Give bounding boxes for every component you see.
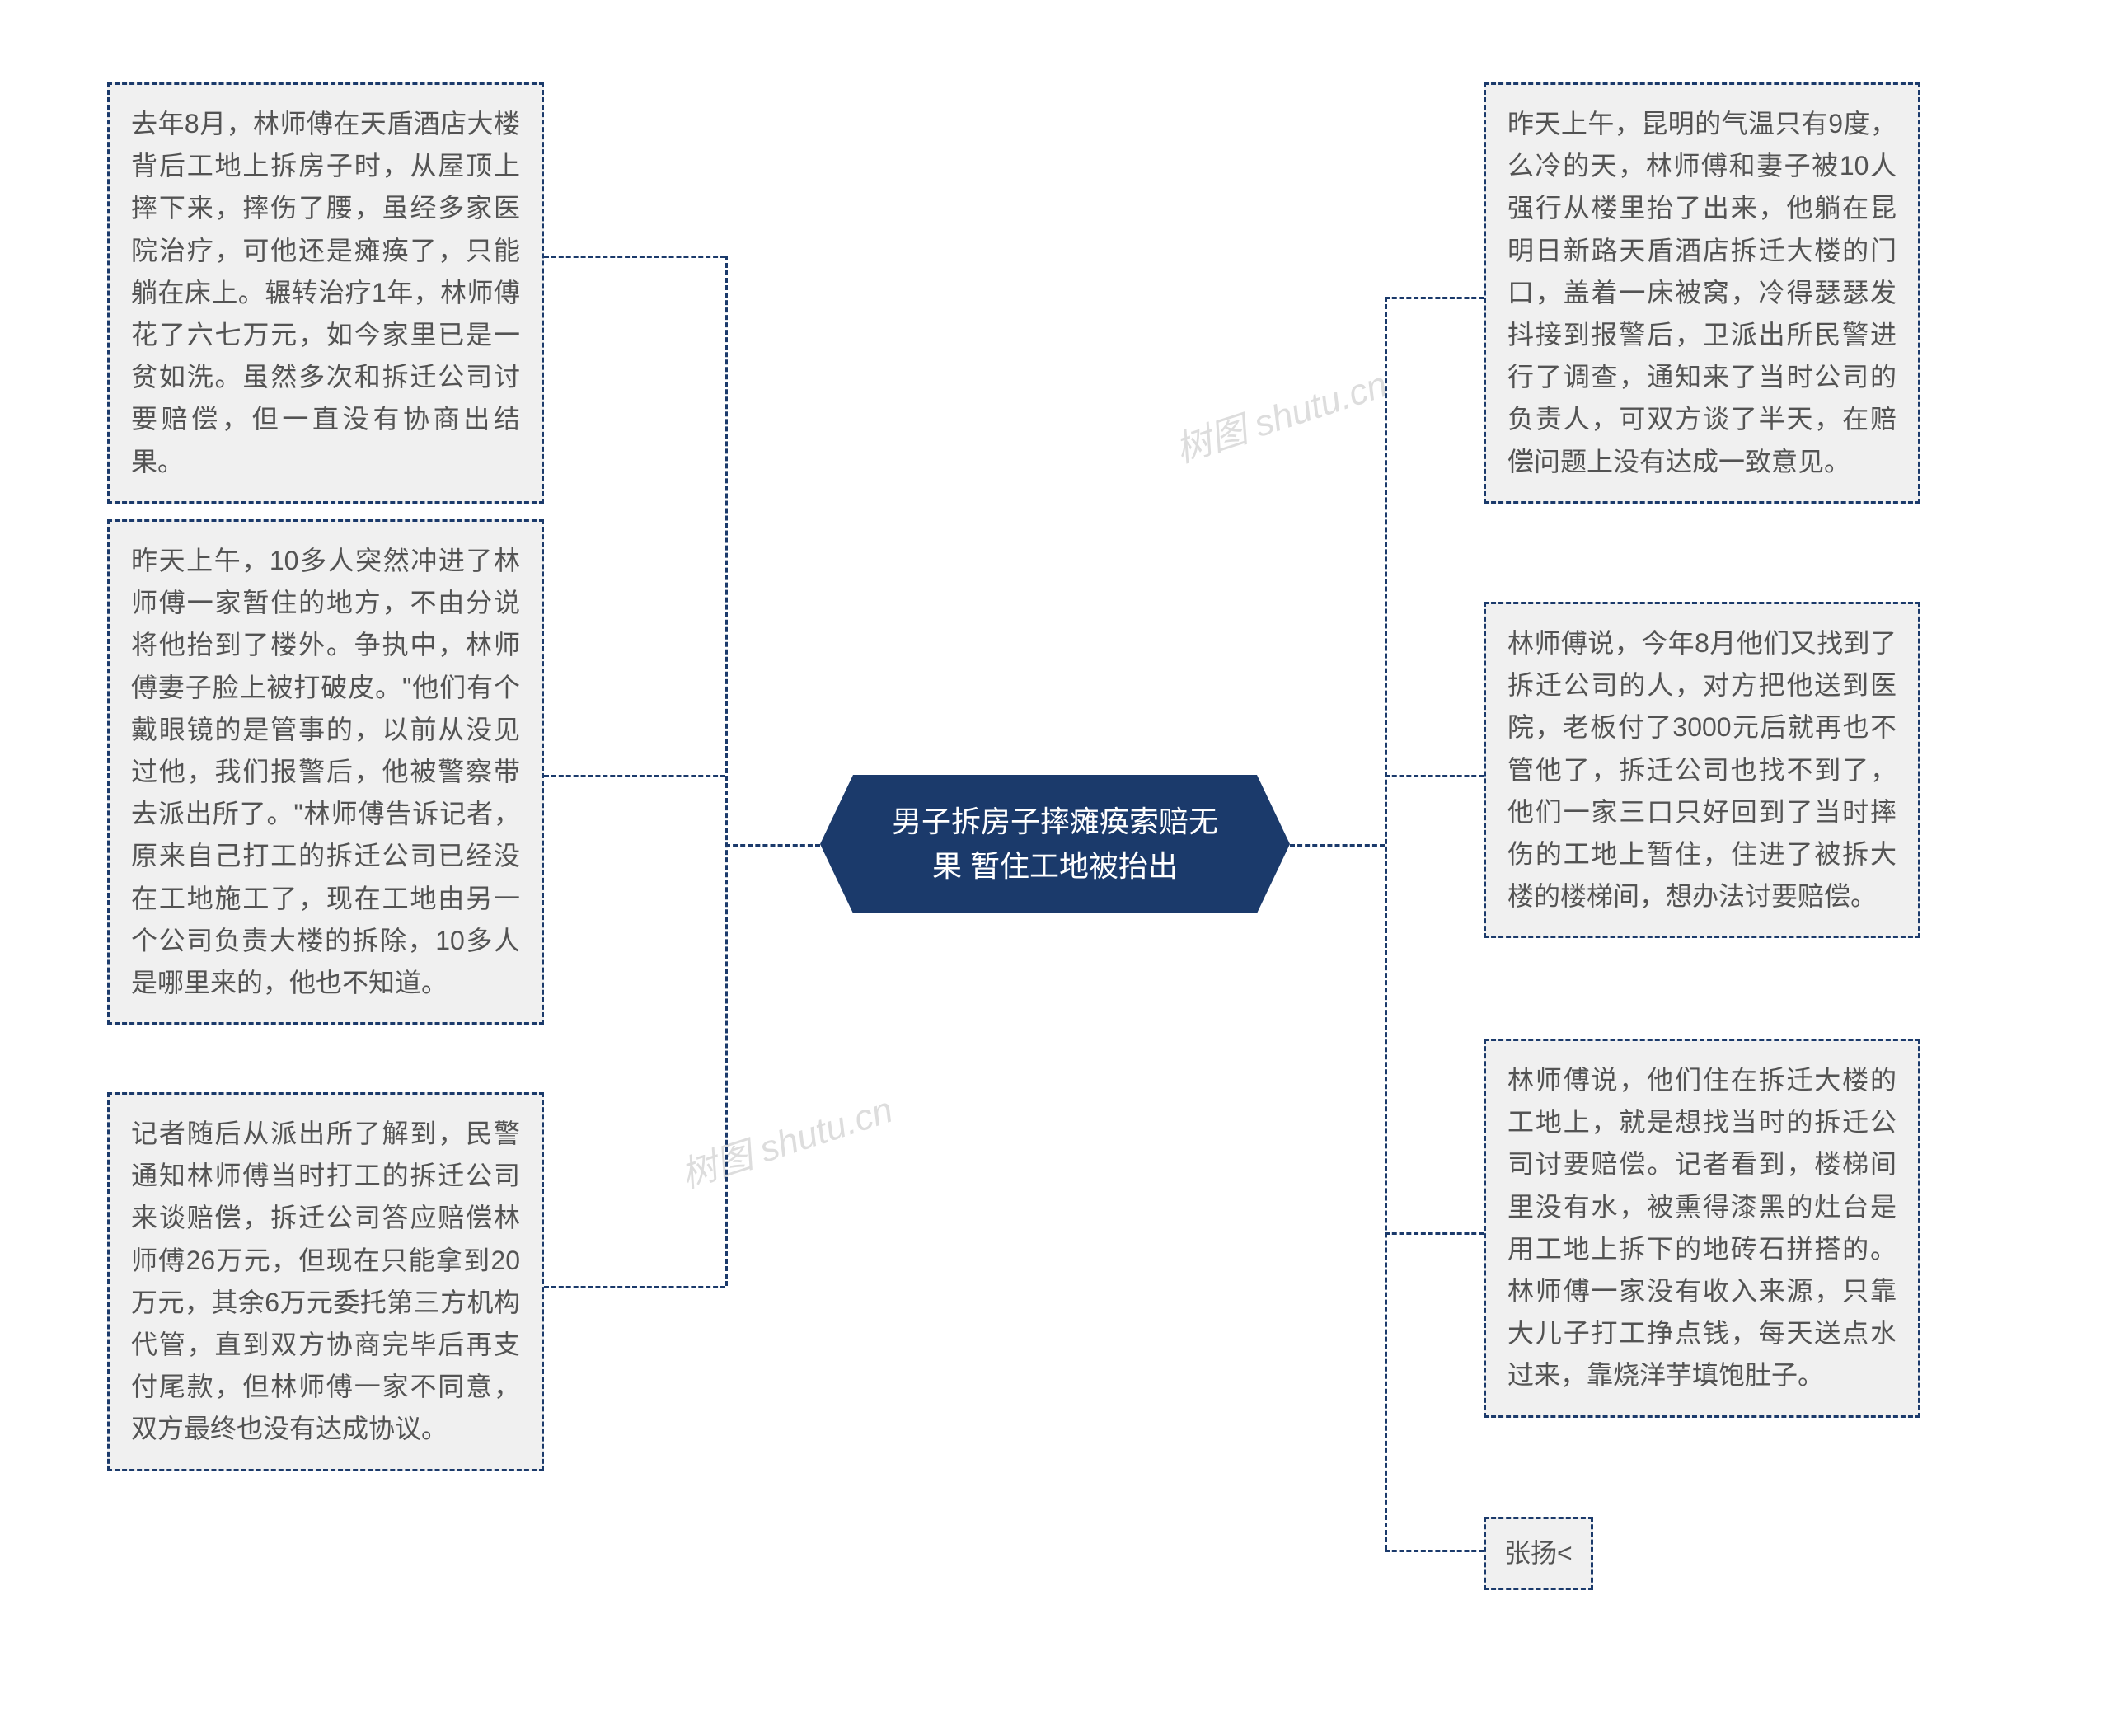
connector xyxy=(1385,297,1387,1550)
connector xyxy=(1385,1550,1484,1552)
left-node-1: 去年8月，林师傅在天盾酒店大楼背后工地上拆房子时，从屋顶上摔下来，摔伤了腰，虽经… xyxy=(107,82,544,504)
connector xyxy=(725,844,820,847)
left-node-2: 昨天上午，10多人突然冲进了林师傅一家暂住的地方，不由分说将他抬到了楼外。争执中… xyxy=(107,519,544,1025)
right-node-1: 昨天上午，昆明的气温只有9度，么冷的天，林师傅和妻子被10人强行从楼里抬了出来，… xyxy=(1484,82,1920,504)
left-node-3: 记者随后从派出所了解到，民警通知林师傅当时打工的拆迁公司来谈赔偿，拆迁公司答应赔… xyxy=(107,1092,544,1471)
connector xyxy=(725,256,728,1286)
connector xyxy=(544,775,725,777)
connector xyxy=(1290,844,1385,847)
mindmap-canvas: 树图 shutu.cn 树图 shutu.cn 树图 shutu.cn 树图 s… xyxy=(0,0,2110,1736)
connector xyxy=(1385,775,1484,777)
watermark: 树图 shutu.cn xyxy=(1168,354,1393,472)
connector xyxy=(1385,297,1484,299)
center-topic: 男子拆房子摔瘫痪索赔无果 暂住工地被抬出 xyxy=(853,775,1257,913)
right-node-3: 林师傅说，他们住在拆迁大楼的工地上，就是想找当时的拆迁公司讨要赔偿。记者看到，楼… xyxy=(1484,1039,1920,1418)
watermark: 树图 shutu.cn xyxy=(673,1080,898,1198)
connector xyxy=(544,256,725,258)
right-node-2: 林师傅说，今年8月他们又找到了拆迁公司的人，对方把他送到医院，老板付了3000元… xyxy=(1484,602,1920,938)
right-node-4: 张扬< xyxy=(1484,1517,1593,1590)
connector xyxy=(544,1286,725,1288)
connector xyxy=(1385,1232,1484,1235)
